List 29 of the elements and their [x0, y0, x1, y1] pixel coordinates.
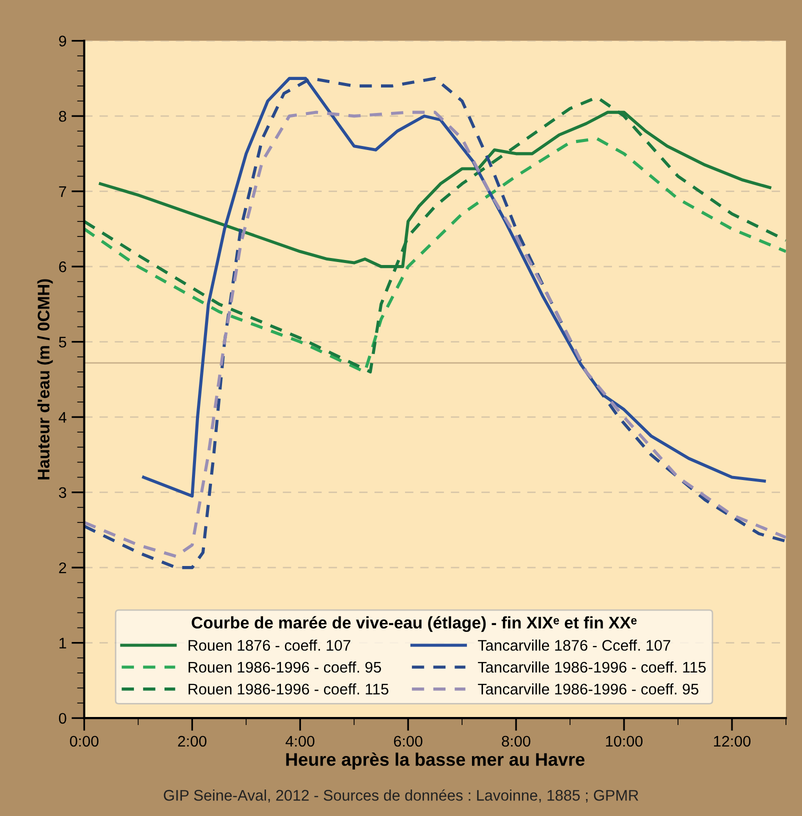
y-tick-label: 8 — [59, 110, 66, 122]
legend-label: Tancarville 1876 - Cceff. 107 — [478, 640, 670, 651]
x-tick-label: 0:00 — [70, 736, 98, 747]
x-tick-label: 10:00 — [606, 736, 643, 747]
text: GIP Seine-Aval, 2012 - Sources de données : Lavoinne, 1885 ; GPMR — [164, 789, 638, 803]
line-series — [98, 110, 772, 268]
x-tick-label: 6:00 — [394, 736, 422, 747]
legend-label: Rouen 1876 - coeff. 107 — [188, 640, 350, 651]
legend-label: Rouen 1986-1996 - coeff. 115 — [188, 683, 388, 695]
y-tick-label: 7 — [59, 186, 66, 197]
legend-label: Tancarville 1986-1996 - coeff. 115 — [478, 661, 706, 673]
x-tick-label: 2:00 — [178, 736, 206, 747]
x-axis-title: Heure après la basse mer au Havre — [286, 752, 585, 770]
y-axis-title: Hauteur d'eau (m / 0CMH) — [37, 279, 53, 480]
y-tick-label: 9 — [59, 36, 66, 46]
y-tick-label: 4 — [58, 412, 66, 423]
y-tick-label: 2 — [59, 562, 66, 574]
legend-label: Tancarville 1986-1996 - coeff. 95 — [478, 683, 698, 695]
legend-title: Courbe de marée de vive-eau (étlage) - fin XIXᵉ et fin XXᵉ — [192, 616, 637, 632]
line-series — [142, 76, 766, 498]
y-tick-label: 0 — [58, 712, 66, 724]
y-tick-label: 6 — [59, 261, 66, 272]
x-tick-label: 8:00 — [502, 736, 530, 747]
y-tick-label: 1 — [60, 638, 66, 648]
y-tick-label: 3 — [58, 487, 66, 498]
x-tick-label: 12:00 — [714, 736, 750, 747]
y-tick-label: 5 — [58, 336, 66, 348]
x-tick-label: 4:00 — [286, 736, 314, 747]
legend-label: Rouen 1986-1996 - coeff. 95 — [188, 661, 382, 673]
